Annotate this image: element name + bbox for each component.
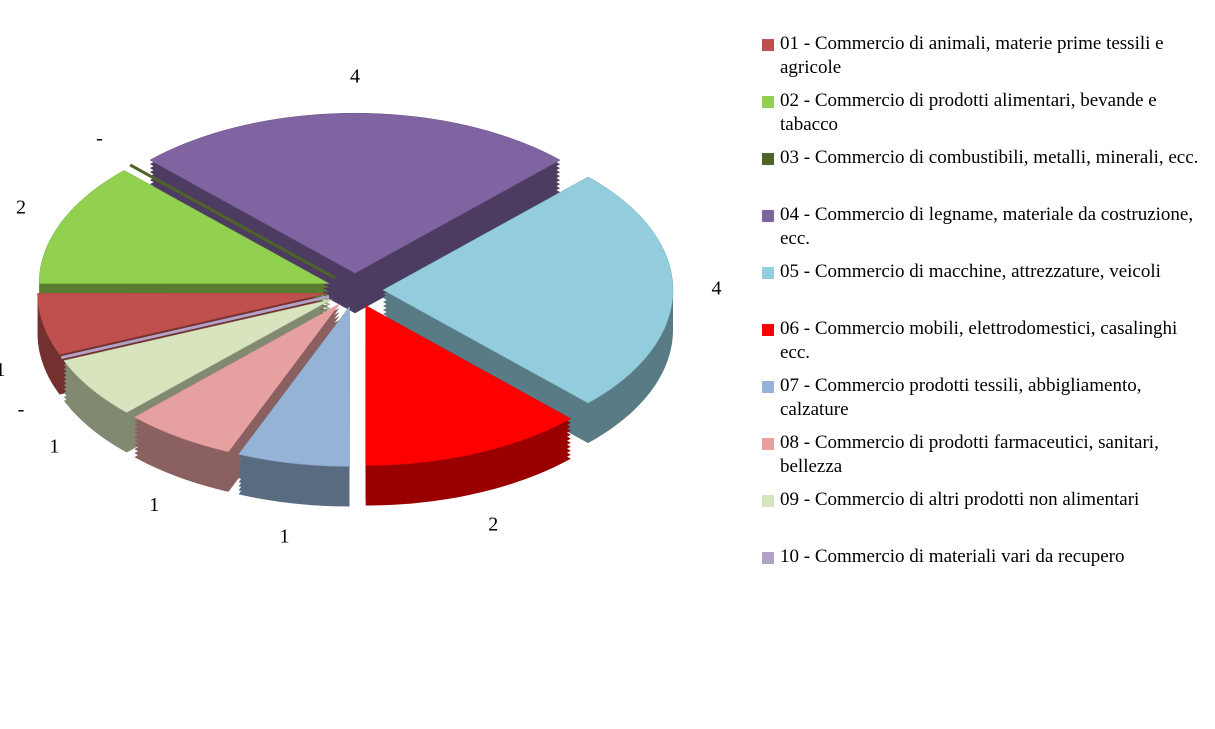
- legend-label: 09 - Commercio di altri prodotti non ali…: [780, 489, 1140, 510]
- legend-entry: 08 - Commercio di prodotti farmaceutici,…: [760, 431, 1210, 488]
- data-label: 1: [149, 494, 159, 516]
- data-label: 2: [488, 513, 498, 535]
- legend-swatch: [762, 438, 774, 450]
- slice: [149, 112, 561, 274]
- slice: [382, 176, 674, 404]
- legend-swatch: [762, 210, 774, 222]
- legend-swatch: [762, 39, 774, 51]
- legend-entry: 09 - Commercio di altri prodotti non ali…: [760, 488, 1210, 545]
- slice: [129, 163, 336, 280]
- legend-entry: 05 - Commercio di macchine, attrezzature…: [760, 260, 1210, 317]
- legend-label: 04 - Commercio di legname, materiale da …: [780, 204, 1194, 249]
- legend: 01 - Commercio di animali, materie prime…: [760, 32, 1210, 602]
- slice: [63, 299, 332, 413]
- legend-entry: 03 - Commercio di combustibili, metalli,…: [760, 146, 1210, 203]
- legend-label: 01 - Commercio di animali, materie prime…: [780, 33, 1164, 78]
- legend-label: 07 - Commercio prodotti tessili, abbigli…: [780, 375, 1142, 420]
- data-label: 4: [350, 66, 360, 88]
- data-label: -: [96, 128, 103, 150]
- data-label: 1: [49, 435, 59, 457]
- legend-entry: 06 - Commercio mobili, elettrodomestici,…: [760, 317, 1210, 374]
- slice: [38, 170, 330, 284]
- slice: [133, 303, 340, 453]
- legend-label: 08 - Commercio di prodotti farmaceutici,…: [780, 432, 1159, 477]
- legend-entry: 02 - Commercio di prodotti alimentari, b…: [760, 89, 1210, 146]
- legend-swatch: [762, 324, 774, 336]
- slice: [365, 305, 572, 466]
- legend-swatch: [762, 381, 774, 393]
- legend-entry: 07 - Commercio prodotti tessili, abbigli…: [760, 374, 1210, 431]
- legend-swatch: [762, 267, 774, 279]
- slice: [37, 293, 328, 355]
- slice: [238, 305, 350, 467]
- data-label: -: [18, 399, 25, 421]
- data-label: 2: [16, 196, 26, 218]
- slice: [60, 294, 330, 360]
- legend-entry: 01 - Commercio di animali, materie prime…: [760, 32, 1210, 89]
- legend-label: 05 - Commercio di macchine, attrezzature…: [780, 261, 1161, 282]
- legend-swatch: [762, 495, 774, 507]
- legend-label: 02 - Commercio di prodotti alimentari, b…: [780, 90, 1157, 135]
- legend-swatch: [762, 153, 774, 165]
- data-label: 1: [0, 359, 5, 381]
- legend-swatch: [762, 552, 774, 564]
- legend-label: 10 - Commercio di materiali vari da recu…: [780, 546, 1125, 567]
- legend-label: 03 - Commercio di combustibili, metalli,…: [780, 147, 1199, 168]
- legend-label: 06 - Commercio mobili, elettrodomestici,…: [780, 318, 1178, 363]
- data-label: 4: [712, 278, 722, 300]
- legend-entry: 10 - Commercio di materiali vari da recu…: [760, 545, 1210, 602]
- legend-swatch: [762, 96, 774, 108]
- legend-entry: 04 - Commercio di legname, materiale da …: [760, 203, 1210, 260]
- data-label: 1: [280, 525, 290, 547]
